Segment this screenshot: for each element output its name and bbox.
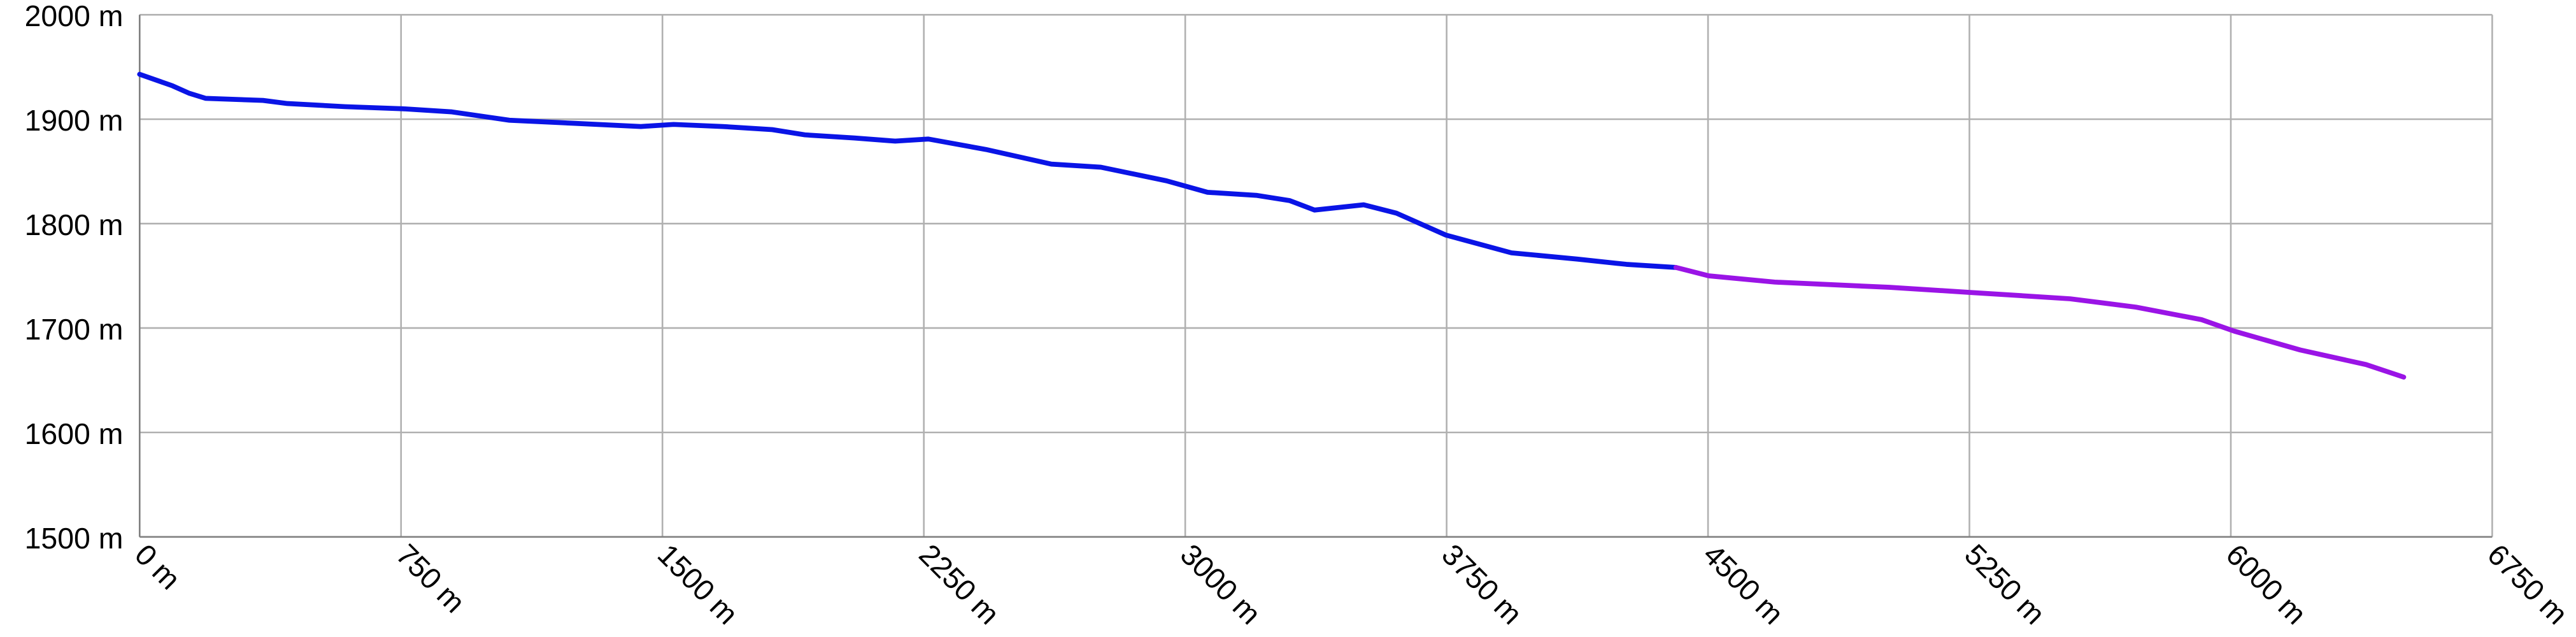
x-tick-label: 3000 m <box>1174 538 1267 631</box>
y-tick-label: 1500 m <box>25 522 124 555</box>
y-tick-label: 1700 m <box>25 313 124 346</box>
elevation-line <box>137 71 1679 270</box>
x-tick-label: 6000 m <box>2220 538 2313 631</box>
x-tick-label: 2250 m <box>913 538 1006 631</box>
x-tick-label: 4500 m <box>1697 538 1790 631</box>
x-tick-label: 750 m <box>390 538 471 619</box>
y-tick-label: 1600 m <box>25 417 124 450</box>
x-tick-label: 3750 m <box>1435 538 1528 631</box>
elevation-line <box>1673 265 2407 380</box>
x-tick-label: 6750 m <box>2481 538 2574 631</box>
x-tick-label: 0 m <box>129 538 187 596</box>
y-tick-label: 2000 m <box>25 0 124 32</box>
y-tick-label: 1800 m <box>25 208 124 241</box>
x-tick-label: 5250 m <box>1958 538 2051 631</box>
y-tick-label: 1900 m <box>25 104 124 137</box>
x-tick-label: 1500 m <box>651 538 744 631</box>
